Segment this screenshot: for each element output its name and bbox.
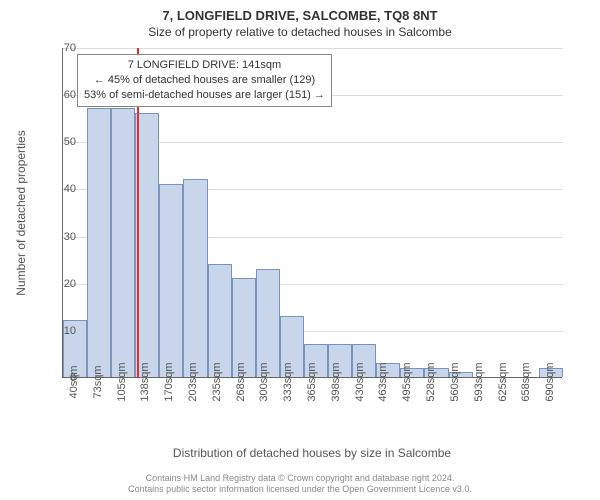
x-tick-label: 690sqm bbox=[544, 362, 556, 401]
x-tick: 463sqm bbox=[372, 382, 396, 452]
x-tick: 690sqm bbox=[538, 382, 562, 452]
bar bbox=[256, 269, 280, 377]
x-tick-label: 268sqm bbox=[235, 362, 247, 401]
x-ticks: 40sqm73sqm105sqm138sqm170sqm203sqm235sqm… bbox=[62, 382, 562, 452]
x-tick-label: 300sqm bbox=[258, 362, 270, 401]
x-tick: 398sqm bbox=[324, 382, 348, 452]
x-tick-label: 528sqm bbox=[425, 362, 437, 401]
plot-region: 7 LONGFIELD DRIVE: 141sqm ← 45% of detac… bbox=[62, 48, 562, 378]
y-axis-label: Number of detached properties bbox=[14, 130, 28, 295]
x-tick-label: 40sqm bbox=[68, 365, 80, 398]
x-tick-label: 495sqm bbox=[401, 362, 413, 401]
x-tick: 105sqm bbox=[110, 382, 134, 452]
bar bbox=[111, 108, 135, 377]
y-tick-label: 70 bbox=[64, 42, 76, 54]
y-tick-label: 60 bbox=[64, 89, 76, 101]
footer-line1: Contains HM Land Registry data © Crown c… bbox=[0, 473, 600, 485]
x-tick-label: 235sqm bbox=[211, 362, 223, 401]
chart-area: Number of detached properties 7 LONGFIEL… bbox=[62, 48, 582, 398]
x-tick-label: 658sqm bbox=[520, 362, 532, 401]
annotation-line3: 53% of semi-detached houses are larger (… bbox=[84, 88, 325, 103]
x-tick-label: 138sqm bbox=[139, 362, 151, 401]
x-tick: 40sqm bbox=[62, 382, 86, 452]
chart-subtitle: Size of property relative to detached ho… bbox=[0, 23, 600, 39]
x-tick-label: 105sqm bbox=[116, 362, 128, 401]
y-tick-label: 20 bbox=[64, 278, 76, 290]
y-tick-label: 30 bbox=[64, 231, 76, 243]
bar bbox=[135, 113, 159, 377]
x-tick: 430sqm bbox=[348, 382, 372, 452]
x-tick: 300sqm bbox=[253, 382, 277, 452]
bar bbox=[87, 108, 111, 377]
x-tick-label: 333sqm bbox=[282, 362, 294, 401]
x-tick: 268sqm bbox=[229, 382, 253, 452]
x-tick: 528sqm bbox=[419, 382, 443, 452]
y-tick-label: 40 bbox=[64, 183, 76, 195]
x-tick-label: 203sqm bbox=[187, 362, 199, 401]
x-tick-label: 365sqm bbox=[306, 362, 318, 401]
x-tick: 235sqm bbox=[205, 382, 229, 452]
x-tick-label: 593sqm bbox=[473, 362, 485, 401]
x-tick: 625sqm bbox=[491, 382, 515, 452]
annotation-line2: ← 45% of detached houses are smaller (12… bbox=[84, 73, 325, 88]
x-tick: 138sqm bbox=[133, 382, 157, 452]
x-tick-label: 398sqm bbox=[330, 362, 342, 401]
x-axis-label: Distribution of detached houses by size … bbox=[62, 446, 562, 460]
annotation-line1: 7 LONGFIELD DRIVE: 141sqm bbox=[84, 58, 325, 73]
footer: Contains HM Land Registry data © Crown c… bbox=[0, 473, 600, 496]
x-tick-label: 463sqm bbox=[377, 362, 389, 401]
x-tick-label: 625sqm bbox=[497, 362, 509, 401]
annotation-box: 7 LONGFIELD DRIVE: 141sqm ← 45% of detac… bbox=[77, 54, 332, 107]
x-tick: 203sqm bbox=[181, 382, 205, 452]
bar bbox=[159, 184, 183, 377]
bar bbox=[208, 264, 232, 377]
x-tick: 333sqm bbox=[276, 382, 300, 452]
x-tick-label: 560sqm bbox=[449, 362, 461, 401]
footer-line2: Contains public sector information licen… bbox=[0, 484, 600, 496]
bar bbox=[183, 179, 207, 377]
x-tick: 495sqm bbox=[395, 382, 419, 452]
x-tick: 73sqm bbox=[86, 382, 110, 452]
x-tick: 658sqm bbox=[514, 382, 538, 452]
y-tick-label: 50 bbox=[64, 136, 76, 148]
chart-title: 7, LONGFIELD DRIVE, SALCOMBE, TQ8 8NT bbox=[0, 0, 600, 23]
x-tick-label: 73sqm bbox=[92, 365, 104, 398]
x-tick: 170sqm bbox=[157, 382, 181, 452]
y-tick-label: 10 bbox=[64, 325, 76, 337]
x-tick-label: 430sqm bbox=[354, 362, 366, 401]
x-tick-label: 170sqm bbox=[163, 362, 175, 401]
x-tick: 365sqm bbox=[300, 382, 324, 452]
x-tick: 560sqm bbox=[443, 382, 467, 452]
x-tick: 593sqm bbox=[467, 382, 491, 452]
